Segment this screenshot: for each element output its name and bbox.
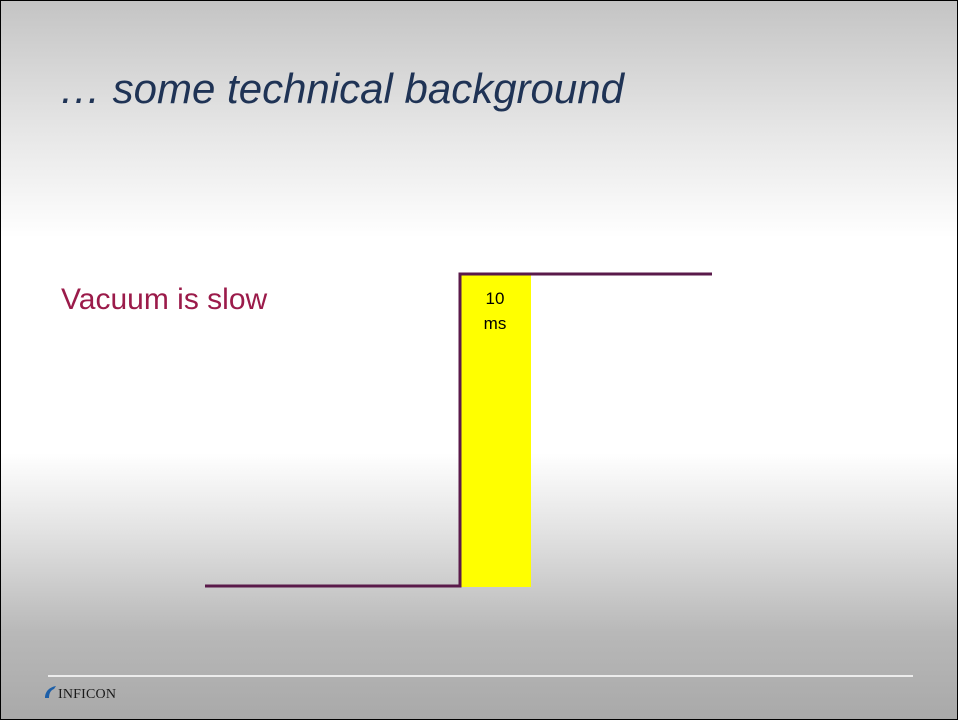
logo-icon bbox=[45, 686, 56, 698]
logo-text: INFICON bbox=[58, 687, 117, 702]
body-text: Vacuum is slow bbox=[61, 283, 268, 316]
step-signal bbox=[205, 272, 712, 588]
box-label: 10 ms bbox=[483, 289, 507, 333]
time-window bbox=[460, 274, 531, 587]
slide-title: … some technical background bbox=[59, 65, 624, 112]
